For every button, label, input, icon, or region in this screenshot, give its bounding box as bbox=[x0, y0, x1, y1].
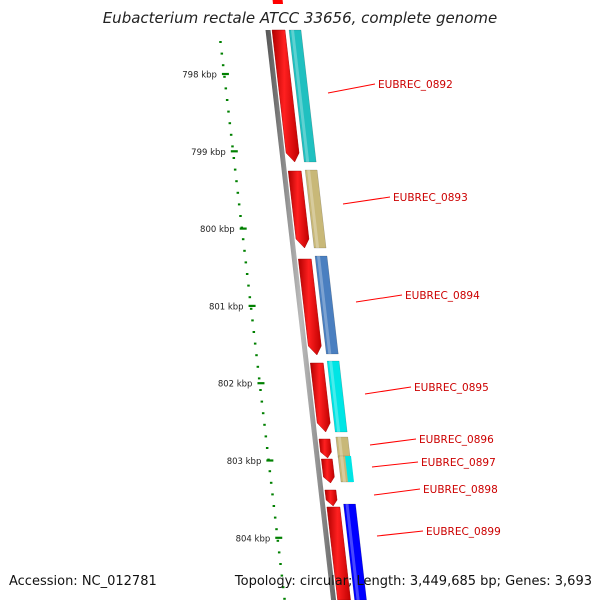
gene-label: EUBREC_0896 bbox=[419, 434, 494, 446]
map-title: Eubacterium rectale ATCC 33656, complete… bbox=[102, 9, 498, 27]
cog-box-highlight bbox=[340, 456, 346, 482]
ruler-label: 798 kbp bbox=[182, 71, 217, 81]
cog-box bbox=[314, 255, 339, 355]
cds-arrow bbox=[287, 170, 310, 249]
cds-arrow bbox=[326, 506, 351, 600]
backbone-line bbox=[265, 30, 337, 600]
cog-box bbox=[335, 436, 351, 459]
cog-box bbox=[345, 456, 354, 482]
cog-box-highlight bbox=[345, 504, 360, 600]
genome-backbone bbox=[265, 30, 337, 600]
cds-arrow bbox=[271, 29, 300, 163]
kbp-ruler: 798 kbp 799 kbp 800 kbp 801 kbp 802 kbp 803 k… bbox=[182, 41, 286, 600]
ruler-label: 804 kbp bbox=[236, 534, 271, 544]
gene-label: EUBREC_0898 bbox=[423, 484, 498, 496]
cds-arrow bbox=[272, 0, 283, 4]
gene-label-leader bbox=[376, 530, 424, 537]
gene-label-leader bbox=[327, 83, 376, 94]
cds-arrow bbox=[324, 489, 338, 507]
cog-box-highlight bbox=[307, 170, 320, 248]
cog-box-highlight bbox=[337, 437, 344, 458]
cog-box-highlight bbox=[317, 256, 332, 354]
ruler-label: 800 kbp bbox=[200, 225, 235, 235]
topology-text: Topology: circular; Length: 3,449,685 bp… bbox=[234, 574, 592, 589]
gene-label-leader bbox=[373, 488, 421, 496]
cds-arrow bbox=[321, 458, 335, 484]
cds-track bbox=[271, 0, 351, 600]
cog-box bbox=[343, 503, 367, 600]
gene-label-leader bbox=[342, 196, 391, 205]
gene-label: EUBREC_0892 bbox=[378, 79, 453, 91]
cds-arrow bbox=[318, 438, 332, 459]
gene-label: EUBREC_0895 bbox=[414, 382, 489, 394]
gene-label-leader bbox=[371, 461, 419, 468]
gene-label-leader bbox=[369, 438, 417, 446]
ruler-label: 799 kbp bbox=[191, 148, 226, 158]
cog-box-highlight bbox=[291, 30, 310, 162]
ruler-label: 801 kbp bbox=[209, 302, 244, 312]
cog-box bbox=[326, 360, 348, 433]
accession-text: Accession: NC_012781 bbox=[9, 574, 157, 589]
gene-label: EUBREC_0893 bbox=[393, 192, 468, 204]
gene-label-leader bbox=[355, 294, 403, 303]
cds-arrow bbox=[298, 258, 322, 356]
gene-label: EUBREC_0897 bbox=[421, 457, 496, 469]
cds-arrow bbox=[310, 362, 331, 433]
gene-label: EUBREC_0899 bbox=[426, 526, 501, 538]
gene-label: EUBREC_0894 bbox=[405, 290, 480, 302]
cog-box bbox=[288, 29, 317, 163]
gene-label-leader bbox=[364, 386, 412, 395]
ruler-label: 802 kbp bbox=[218, 380, 253, 390]
cog-box-highlight bbox=[329, 361, 341, 432]
cog-track bbox=[288, 29, 367, 600]
ruler-label: 803 kbp bbox=[227, 457, 262, 467]
cog-box bbox=[304, 169, 327, 249]
gene-labels: EUBREC_0892 EUBREC_0893 EUBREC_0894 EUBREC_… bbox=[327, 79, 501, 538]
